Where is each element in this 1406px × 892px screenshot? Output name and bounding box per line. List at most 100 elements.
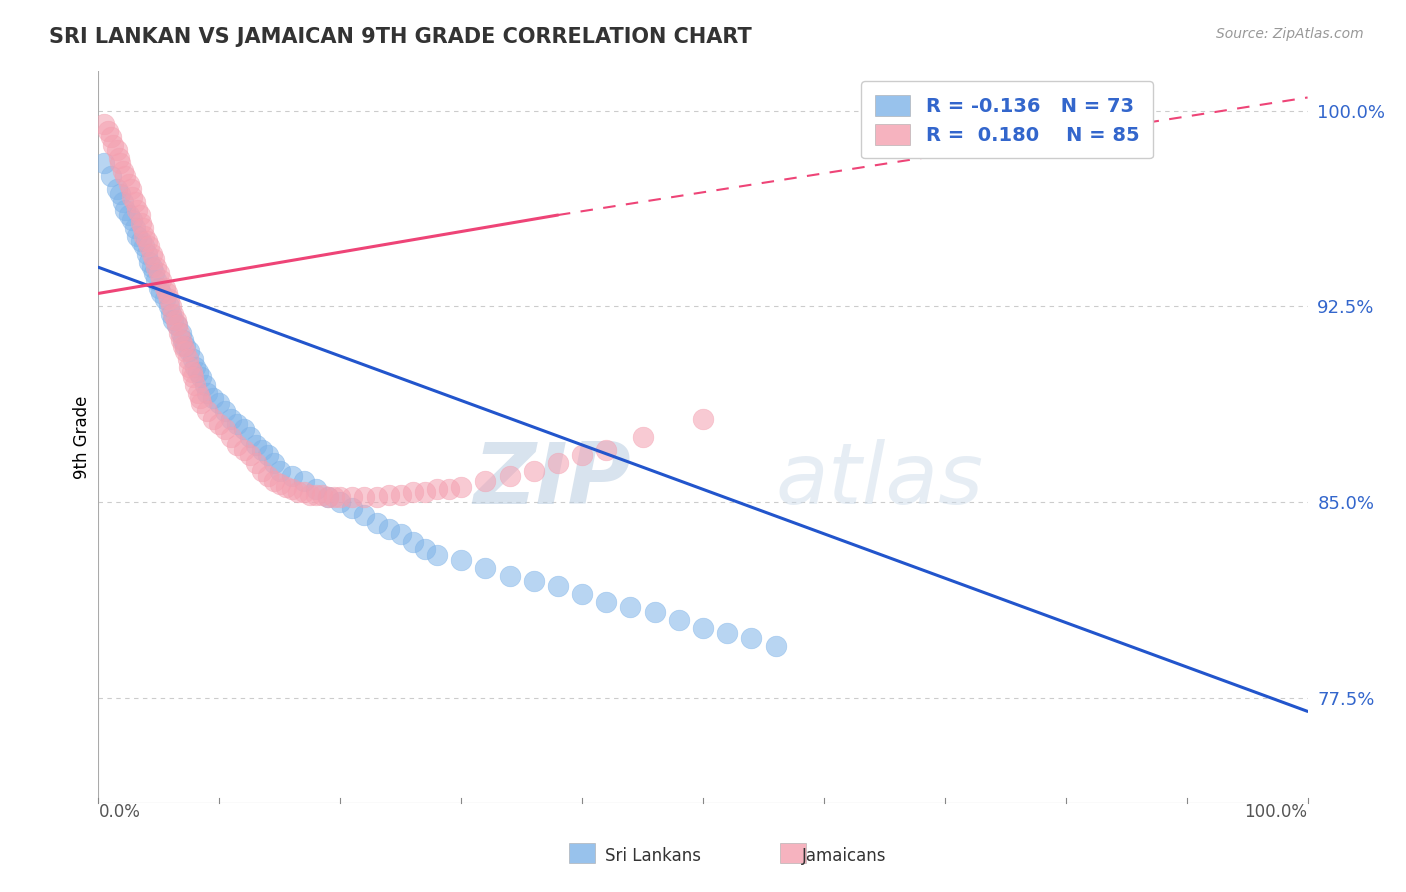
Point — [353, 490, 375, 504]
Point — [108, 187, 131, 202]
Point — [232, 422, 254, 436]
Point — [135, 234, 157, 248]
Point — [135, 247, 157, 261]
Point — [226, 438, 249, 452]
Point — [93, 117, 115, 131]
Point — [141, 247, 163, 261]
Point — [150, 273, 173, 287]
Point — [174, 339, 197, 353]
Point — [134, 229, 156, 244]
Point — [245, 456, 267, 470]
Point — [692, 411, 714, 425]
Point — [595, 443, 617, 458]
Point — [187, 365, 209, 379]
Point — [377, 487, 399, 501]
Point — [194, 377, 217, 392]
Point — [523, 464, 546, 478]
Point — [153, 292, 176, 306]
Point — [547, 579, 569, 593]
Point — [316, 490, 339, 504]
Point — [118, 177, 141, 191]
Point — [208, 417, 231, 431]
Point — [143, 252, 166, 267]
Point — [389, 487, 412, 501]
Point — [111, 194, 134, 209]
Point — [177, 351, 200, 366]
Point — [740, 632, 762, 646]
Point — [299, 487, 322, 501]
Point — [108, 151, 131, 165]
Point — [190, 370, 212, 384]
Point — [474, 560, 496, 574]
Point — [184, 377, 207, 392]
Point — [166, 318, 188, 332]
Point — [377, 522, 399, 536]
Point — [169, 334, 191, 348]
Point — [523, 574, 546, 588]
Point — [100, 129, 122, 144]
Point — [181, 370, 204, 384]
Point — [256, 448, 278, 462]
Point — [716, 626, 738, 640]
Point — [256, 469, 278, 483]
Point — [195, 404, 218, 418]
Point — [172, 334, 194, 348]
Point — [121, 190, 143, 204]
Point — [765, 639, 787, 653]
Text: 0.0%: 0.0% — [98, 803, 141, 821]
Point — [169, 326, 191, 340]
Point — [129, 216, 152, 230]
Point — [619, 599, 641, 614]
Point — [179, 343, 201, 358]
Point — [202, 391, 225, 405]
Point — [426, 548, 449, 562]
Point — [498, 568, 520, 582]
Point — [202, 411, 225, 425]
Point — [148, 281, 170, 295]
Point — [114, 202, 136, 217]
Point — [181, 351, 204, 366]
Y-axis label: 9th Grade: 9th Grade — [73, 395, 91, 479]
Point — [366, 516, 388, 531]
Point — [221, 430, 243, 444]
Bar — [780, 843, 806, 863]
Point — [426, 483, 449, 497]
Point — [160, 307, 183, 321]
Point — [174, 343, 197, 358]
Point — [281, 483, 304, 497]
Point — [114, 169, 136, 183]
Point — [305, 487, 328, 501]
Point — [342, 500, 364, 515]
Point — [245, 438, 267, 452]
Point — [402, 534, 425, 549]
Point — [169, 326, 191, 340]
Point — [105, 182, 128, 196]
Point — [214, 422, 236, 436]
Point — [323, 490, 346, 504]
Text: Jamaicans: Jamaicans — [801, 847, 886, 865]
Point — [128, 208, 150, 222]
Point — [450, 553, 472, 567]
Point — [274, 480, 297, 494]
Point — [292, 485, 315, 500]
Point — [124, 221, 146, 235]
Point — [180, 365, 202, 379]
Text: SRI LANKAN VS JAMAICAN 9TH GRADE CORRELATION CHART: SRI LANKAN VS JAMAICAN 9TH GRADE CORRELA… — [49, 27, 752, 46]
Point — [156, 286, 179, 301]
Point — [157, 292, 180, 306]
Text: Source: ZipAtlas.com: Source: ZipAtlas.com — [1216, 27, 1364, 41]
Point — [329, 495, 352, 509]
Point — [668, 613, 690, 627]
Point — [498, 469, 520, 483]
Point — [100, 169, 122, 183]
Text: atlas: atlas — [776, 440, 984, 523]
Point — [221, 411, 243, 425]
Point — [571, 587, 593, 601]
Point — [111, 163, 134, 178]
Point — [108, 155, 131, 169]
Point — [179, 359, 201, 374]
Point — [121, 213, 143, 227]
Point — [93, 155, 115, 169]
Point — [329, 490, 352, 504]
Point — [413, 485, 436, 500]
